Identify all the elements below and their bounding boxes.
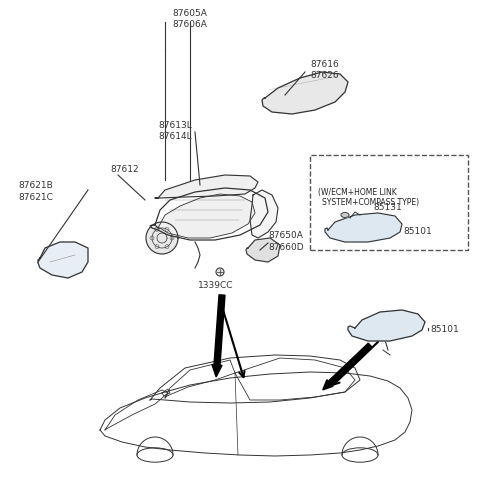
Ellipse shape [341, 212, 349, 218]
Polygon shape [146, 222, 178, 254]
Text: (W/ECM+HOME LINK: (W/ECM+HOME LINK [318, 188, 397, 197]
Polygon shape [155, 175, 258, 198]
Text: 87605A: 87605A [172, 9, 207, 18]
Text: SYSTEM+COMPASS TYPE): SYSTEM+COMPASS TYPE) [322, 198, 419, 207]
Text: 85101: 85101 [430, 325, 459, 334]
Text: 85101: 85101 [403, 227, 432, 236]
Text: 87614L: 87614L [158, 132, 192, 141]
Text: 85131: 85131 [373, 203, 402, 212]
Text: 87650A: 87650A [268, 231, 303, 240]
Polygon shape [246, 238, 280, 262]
Ellipse shape [137, 448, 173, 462]
FancyBboxPatch shape [310, 155, 468, 250]
Ellipse shape [216, 268, 224, 276]
Text: 87612: 87612 [110, 165, 139, 174]
Polygon shape [156, 194, 255, 238]
Text: 87613L: 87613L [158, 121, 192, 130]
FancyArrow shape [212, 295, 225, 377]
Polygon shape [348, 310, 425, 341]
Polygon shape [250, 190, 278, 238]
Polygon shape [38, 242, 88, 278]
Text: 87626: 87626 [310, 71, 338, 80]
Polygon shape [325, 213, 402, 242]
Text: 87606A: 87606A [172, 20, 207, 29]
Text: 87621B: 87621B [18, 181, 53, 190]
Text: 1339CC: 1339CC [198, 281, 233, 290]
Polygon shape [262, 72, 348, 114]
FancyArrow shape [323, 343, 372, 390]
Ellipse shape [342, 448, 378, 462]
Text: 87621C: 87621C [18, 193, 53, 202]
Text: 87616: 87616 [310, 60, 339, 69]
Text: 87660D: 87660D [268, 243, 304, 252]
